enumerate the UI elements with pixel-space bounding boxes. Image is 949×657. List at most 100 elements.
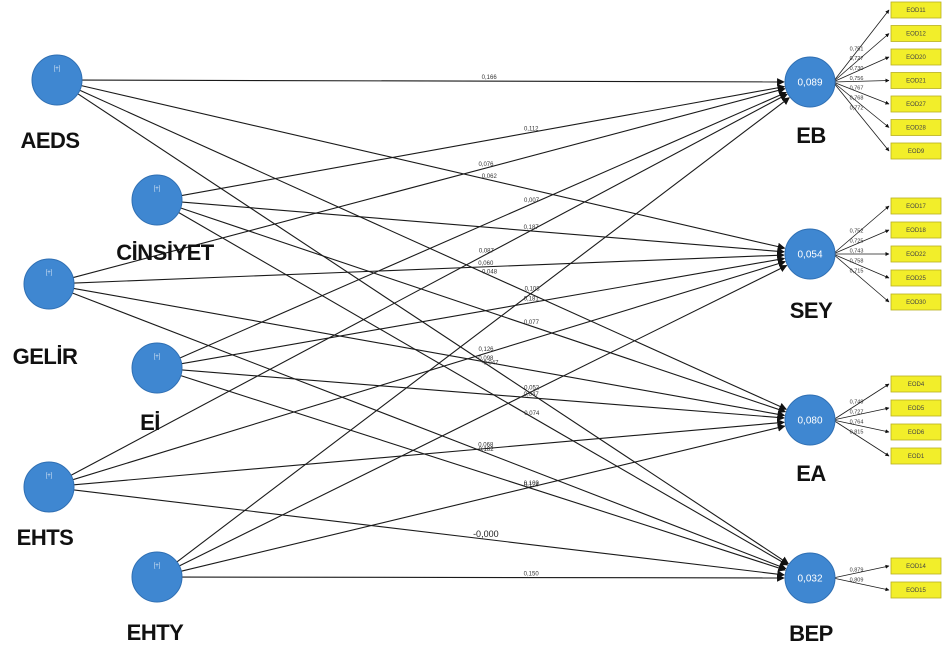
path-line-ehty-sey: [179, 265, 788, 567]
path-line-ehts-eb: [70, 93, 788, 476]
path-line-aeds-eb: [81, 78, 785, 86]
indicator-label: EOD25: [906, 276, 926, 282]
r-squared-value: 0,089: [797, 78, 822, 89]
loading-line-eod27: [832, 81, 890, 105]
loading-value: 0,730: [850, 66, 864, 72]
loading-value: 0,727: [850, 409, 864, 415]
loading-line-eod12: [832, 33, 890, 83]
path-coefficient: 0,187: [524, 225, 540, 231]
path-coefficient: 0,074: [524, 411, 540, 417]
latent-node-ehty: [131, 551, 183, 603]
path-line-ehty-eb: [176, 97, 790, 563]
indicator-box-eod20: [890, 48, 942, 66]
indicator-box-eod6: [890, 423, 942, 441]
indicator-label: EOD14: [906, 564, 926, 570]
loading-value: 0,767: [850, 86, 864, 92]
loading-value: 0,727: [850, 56, 864, 62]
latent-node-ei: [131, 342, 183, 394]
indicator-box-eod17: [890, 197, 942, 215]
indicator-box-eod28: [890, 119, 942, 136]
node-label-sey: SEY: [790, 298, 833, 323]
indicator-label: EOD22: [906, 252, 926, 258]
indicator-label: EOD6: [908, 430, 925, 436]
latent-node-gelir: [23, 258, 75, 310]
indicator-label: EOD4: [908, 382, 925, 388]
indicator-boxes: EOD11 EOD12 EOD20 EOD21 EOD27 EOD28 EOD9 EOD17 E…: [890, 1, 942, 599]
loading-value: 0,715: [850, 269, 864, 275]
indicator-label: EOD9: [908, 149, 925, 155]
loading-value: 0,743: [850, 249, 864, 255]
measurement-paths: 0,751 0,727 0,730 0,756 0,767 0,768 0,772 0,752…: [832, 9, 890, 592]
loading-value: 0,809: [850, 578, 864, 584]
r-squared-value: 0,032: [797, 574, 822, 585]
indicator-box-eod18: [890, 221, 942, 239]
indicator-box-eod4: [890, 375, 942, 393]
indicator-box-eod30: [890, 293, 942, 311]
loading-line-eod30: [832, 253, 890, 303]
loading-line-eod17: [832, 205, 890, 255]
indicator-box-eod14: [890, 557, 942, 575]
indicator-label: EOD18: [906, 228, 926, 234]
loading-line-eod20: [832, 56, 890, 83]
path-coefficient: -0,000: [473, 529, 499, 539]
loading-line-eod15: [832, 577, 890, 592]
path-coefficient: 0,108: [525, 287, 541, 293]
indicator-label: EOD30: [906, 300, 926, 306]
indicator-label: EOD17: [906, 204, 926, 210]
path-line-ei-eb: [179, 91, 787, 359]
loading-line-eod14: [832, 564, 890, 579]
path-coefficient: 0,166: [482, 75, 498, 81]
path-line-aeds-ea: [79, 89, 788, 410]
indicator-label: EOD20: [906, 55, 926, 61]
loading-line-eod5: [832, 406, 890, 421]
path-coefficient: 0,077: [524, 320, 540, 326]
path-line-ei-bep: [180, 375, 786, 572]
indicator-box-eod15: [890, 581, 942, 599]
node-tag: [+]: [154, 563, 161, 569]
loading-line-eod18: [832, 229, 890, 255]
latent-node-aeds: [31, 54, 83, 106]
r-squared-value: 0,054: [797, 250, 822, 261]
indicator-box-eod11: [890, 1, 942, 19]
loading-value: 0,758: [850, 259, 864, 265]
loading-line-eod21: [832, 78, 890, 83]
path-line-ehts-bep: [73, 489, 785, 578]
path-coefficient: 0,076: [478, 162, 494, 168]
path-line-aeds-bep: [77, 93, 789, 565]
loading-value: 0,879: [850, 567, 864, 573]
path-coefficient: 0,112: [524, 126, 539, 132]
loading-value: 0,768: [850, 96, 864, 102]
node-label-eb: EB: [796, 123, 826, 148]
loading-value: 0,764: [850, 420, 864, 426]
indicator-label: EOD11: [906, 8, 926, 14]
loading-value: 0,751: [850, 46, 864, 52]
latent-node-cinsiyet: [131, 174, 183, 226]
path-line-cinsiyet-sey: [181, 201, 785, 256]
node-tag: [+]: [154, 354, 161, 360]
loading-value: 0,756: [850, 76, 864, 82]
path-coefficient: 0,182: [479, 447, 495, 453]
path-line-gelir-eb: [73, 86, 786, 279]
indicator-box-eod27: [890, 95, 942, 113]
loading-line-eod28: [832, 81, 890, 128]
path-coefficient: 0,007: [524, 198, 540, 204]
indicator-label: EOD12: [906, 32, 926, 38]
node-label-ea: EA: [796, 461, 826, 486]
latent-node-bep: [784, 552, 836, 604]
path-line-gelir-bep: [72, 292, 787, 570]
path-line-ehty-bep: [181, 574, 785, 582]
indicator-label: EOD21: [906, 79, 926, 85]
node-label-ehty: EHTY: [127, 620, 185, 645]
indicator-label: EOD28: [906, 126, 926, 132]
indicator-label: EOD5: [908, 406, 925, 412]
path-coefficient: 0,047: [524, 392, 540, 398]
indicator-box-eod5: [890, 399, 942, 417]
path-line-gelir-sey: [73, 251, 785, 284]
loading-value: 0,772: [850, 105, 864, 111]
loading-value: 0,752: [850, 228, 864, 234]
path-line-aeds-sey: [81, 85, 786, 251]
node-tag: [+]: [154, 186, 161, 192]
indicator-box-eod9: [890, 142, 942, 160]
